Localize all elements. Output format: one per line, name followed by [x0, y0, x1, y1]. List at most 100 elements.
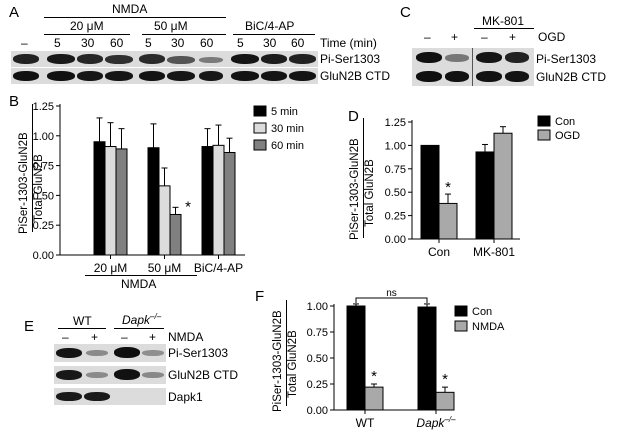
- panel-e-nmda-label: NMDA: [168, 330, 204, 344]
- panel-f-bar-0-1: [364, 386, 384, 411]
- panel-e-dapk-text: Dapk: [122, 313, 151, 327]
- panel-f-star-0: *: [371, 368, 377, 385]
- panel-d-star: *: [445, 179, 451, 196]
- panel-b-legend-swatch-2: [253, 139, 267, 151]
- panel-f-bar-1-0: [417, 306, 437, 411]
- panel-f-ylabel-rule: [286, 300, 287, 406]
- panel-e-dapk: Dapk–/–: [122, 312, 161, 327]
- panel-b-legend-label-1: 30 min: [271, 123, 304, 135]
- panel-a-lane-8: 5: [237, 36, 244, 50]
- panel-a-line-20: [44, 34, 130, 35]
- panel-d-letter: D: [348, 108, 359, 125]
- panel-c-ogd-label: OGD: [538, 30, 566, 44]
- panel-b-legend-label-0: 5 min: [271, 106, 298, 118]
- panel-d-ytick-label-2: 0.50: [385, 187, 406, 199]
- panel-a-group-50: 50 μM: [154, 19, 188, 33]
- panel-e-blot-dapk1: [54, 388, 166, 405]
- panel-d-ytick-label-0: 0.00: [385, 234, 406, 246]
- panel-f-legend-swatch-0: [454, 305, 468, 317]
- panel-a-lane-2: 5: [54, 36, 61, 50]
- panel-b-letter: B: [9, 93, 20, 110]
- panel-f-ytick-label-1: 0.25: [307, 379, 328, 391]
- panel-d-ylabel-rule: [363, 118, 364, 238]
- panel-e-row-dapk1: Dapk1: [168, 390, 203, 404]
- panel-f-ytick-label-3: 0.75: [307, 327, 328, 339]
- panel-b-xtick-label-2: BiC/4-AP: [194, 261, 243, 275]
- panel-f-bar-0-0: [346, 305, 366, 411]
- panel-b-ytick-label-1: 0.25: [33, 220, 54, 232]
- panel-a-group-20: 20 μM: [70, 19, 104, 33]
- panel-b-ytick-label-0: 0.00: [33, 250, 54, 262]
- panel-a-row-pi: Pi-Ser1303: [320, 52, 381, 66]
- panel-b-ylabel-rule: [32, 104, 33, 232]
- panel-f-xtick-text-0: WT: [356, 416, 375, 430]
- panel-e-dapk-sup: –/–: [150, 312, 162, 321]
- panel-e-letter: E: [24, 318, 35, 335]
- panel-d-legend-swatch-1: [537, 129, 551, 141]
- panel-e-lane-2: +: [91, 330, 99, 344]
- panel-c-lane-1: –: [424, 30, 431, 44]
- panel-e-lane-4: +: [149, 330, 157, 344]
- panel-e-row-glun2b: GluN2B CTD: [168, 368, 239, 382]
- panel-d-legend-label-0: Con: [555, 116, 575, 128]
- panel-a-lane-4: 60: [110, 36, 124, 50]
- panel-e-dapk-line: [114, 328, 164, 329]
- panel-c-row-glun2b: GluN2B CTD: [536, 70, 607, 84]
- panel-a-header-nmda: NMDA: [112, 2, 148, 16]
- panel-f-ytick-label-4: 1.00: [307, 301, 328, 313]
- panel-b-legend-swatch-0: [253, 105, 267, 117]
- panel-f-ytick-label-0: 0.00: [307, 405, 328, 417]
- panel-a-lane-3: 30: [81, 36, 95, 50]
- panel-b-ytick-label-5: 1.25: [33, 101, 54, 113]
- panel-d-legend-label-1: OGD: [555, 130, 580, 142]
- panel-a-blot-pi: [11, 51, 318, 67]
- panel-f-xtick-label-1: Dapk–/–: [416, 415, 456, 430]
- panel-f-ns-label: ns: [386, 288, 397, 299]
- panel-d-xtick-label-1: MK-801: [473, 245, 515, 259]
- panel-b-star: *: [185, 198, 191, 215]
- panel-a-lane-1: –: [21, 36, 28, 50]
- panel-e-wt-line: [58, 328, 106, 329]
- panel-c-lane-2: +: [451, 30, 459, 44]
- panel-a-time-label: Time (min): [320, 36, 377, 50]
- panel-b-ytick-label-2: 0.50: [33, 190, 54, 202]
- panel-d-xtick-label-0: Con: [428, 245, 450, 259]
- panel-f-ytick-label-2: 0.50: [307, 353, 328, 365]
- panel-c-lane-4: +: [509, 30, 517, 44]
- panel-e-wt: WT: [73, 314, 92, 328]
- panel-e-lane-3: –: [121, 330, 128, 344]
- panel-a-lane-7: 60: [200, 36, 214, 50]
- panel-e-blot-glun2b: [54, 366, 166, 384]
- panel-d-legend-swatch-0: [537, 115, 551, 127]
- panel-d-bar-0-0: [420, 144, 440, 240]
- panel-f-xtick-sup-1: –/–: [443, 415, 456, 424]
- panel-f-xtick-label-0: WT: [356, 416, 375, 430]
- panel-f-xtick-text-1: Dapk: [416, 416, 445, 430]
- panel-e-row-pi: Pi-Ser1303: [168, 346, 229, 360]
- panel-e-blot-pi: [54, 344, 166, 362]
- panel-b-nmda-line: [85, 275, 197, 276]
- panel-b-ytick-label-3: 0.75: [33, 161, 54, 173]
- panel-a-group-bic: BiC/4-AP: [245, 19, 295, 33]
- panel-a-nmda-line: [44, 17, 226, 18]
- panel-b-under-label: NMDA: [121, 277, 157, 291]
- panel-a-line-bic: [233, 34, 315, 35]
- panel-f-legend-label-1: NMDA: [472, 321, 505, 333]
- panel-f-ns-bracket: [355, 297, 428, 303]
- panel-c-header: MK-801: [482, 14, 525, 28]
- panel-d-ytick-label-3: 0.75: [385, 164, 406, 176]
- panel-c-letter: C: [400, 4, 411, 21]
- panel-c-blot-glun2b: [412, 68, 534, 86]
- panel-a-blot-glun2b: [11, 68, 318, 84]
- panel-e-lane-1: –: [62, 330, 69, 344]
- panel-b-legend-swatch-1: [253, 122, 267, 134]
- panel-b-xtick-label-1: 50 μM: [148, 261, 182, 275]
- panel-b-legend-label-2: 60 min: [271, 140, 304, 152]
- panel-a-lane-9: 30: [263, 36, 277, 50]
